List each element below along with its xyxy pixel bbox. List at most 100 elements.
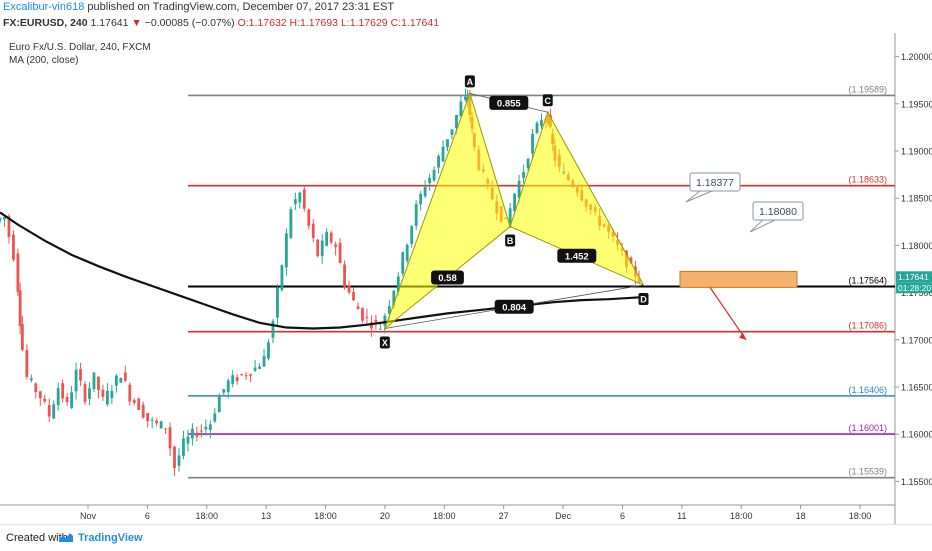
- ratio-label-bg: [431, 270, 464, 285]
- candle-body: [508, 208, 512, 227]
- candle-body: [7, 216, 11, 237]
- y-tick-label: 1.20000: [901, 52, 932, 62]
- candle-body: [289, 209, 293, 238]
- point-label-bg: [505, 234, 516, 247]
- ratio-label: 0.855: [497, 98, 521, 109]
- candle-body: [16, 253, 20, 292]
- candle-body: [432, 169, 436, 181]
- level-label: (1.17086): [848, 321, 887, 331]
- candle-body: [629, 257, 633, 264]
- callout-label: 1.18377: [696, 177, 734, 189]
- projection-arrow-head: [739, 332, 746, 340]
- candle-body: [370, 322, 373, 329]
- candle-body: [338, 242, 342, 263]
- candle-body: [298, 192, 302, 203]
- x-tick-label: 18: [796, 511, 806, 521]
- candle-body: [222, 389, 226, 393]
- candle-body: [177, 455, 181, 466]
- candle-body: [132, 400, 136, 403]
- level-label: (1.15539): [848, 467, 887, 477]
- candle-body: [405, 244, 409, 261]
- candle-body: [52, 404, 56, 419]
- level-label: (1.17564): [848, 276, 887, 286]
- candle-body: [392, 290, 396, 307]
- candle-body: [217, 396, 221, 413]
- candle-body: [182, 438, 185, 456]
- candle-body: [325, 231, 329, 246]
- y-tick-label: 1.19000: [901, 147, 932, 157]
- candle-body: [231, 375, 235, 384]
- y-tick-label: 1.18500: [901, 194, 932, 204]
- candle-body: [137, 398, 141, 410]
- candle-body: [155, 420, 159, 424]
- candle-body: [428, 177, 431, 184]
- candle-body: [199, 430, 203, 432]
- candle-body: [378, 328, 382, 330]
- level-label: (1.16406): [848, 385, 887, 395]
- low-value: L:1.17629: [340, 17, 388, 29]
- candle-body: [423, 186, 427, 197]
- point-label: C: [544, 96, 551, 106]
- point-label: A: [467, 77, 474, 87]
- candle-body: [343, 264, 346, 288]
- author-link[interactable]: Excalibur-vin618: [3, 1, 85, 13]
- candle-body: [123, 372, 127, 381]
- symbol-label: FX:EURUSD, 240: [3, 17, 88, 29]
- candle-body: [522, 172, 525, 178]
- open-value: O:1.17632: [237, 17, 287, 29]
- candle-body: [365, 316, 369, 318]
- candle-body: [106, 390, 109, 405]
- price-change: −0.00085 (−0.07%): [144, 17, 235, 29]
- candle-body: [513, 193, 517, 212]
- x-tick-label: 18:00: [314, 511, 337, 521]
- candle-body: [12, 234, 15, 260]
- level-label: (1.16001): [848, 423, 887, 433]
- x-tick-label: 18:00: [849, 511, 872, 521]
- candle-body: [455, 115, 458, 128]
- price-chart[interactable]: Euro Fx/U.S. Dollar, 240, FXCM MA (200, c…: [0, 0, 932, 524]
- x-tick-label: 20: [380, 511, 390, 521]
- candle-body: [253, 367, 257, 371]
- publish-info: published on TradingView.com, December 0…: [87, 1, 395, 13]
- countdown-tag: [896, 282, 932, 294]
- candle-body: [79, 369, 82, 381]
- candle-body: [540, 120, 543, 126]
- tradingview-logo-icon: [59, 533, 73, 542]
- candle-body: [361, 308, 364, 321]
- publish-line: Excalibur-vin618 published on TradingVie…: [3, 1, 394, 13]
- candle-body: [302, 189, 306, 209]
- target-zone: [679, 270, 798, 288]
- candle-body: [226, 380, 230, 393]
- last-price: 1.17641: [90, 17, 129, 29]
- x-tick-label: 18:00: [730, 511, 753, 521]
- point-label: B: [507, 236, 514, 246]
- footer: Created with TradingView: [0, 524, 932, 551]
- candle-body: [293, 199, 297, 205]
- candle-body: [168, 427, 172, 449]
- candle-body: [208, 424, 212, 430]
- point-label-bg: [638, 293, 649, 306]
- candle-body: [38, 391, 42, 399]
- candle-body: [535, 122, 539, 133]
- callout-box: [689, 172, 741, 192]
- candle-body: [401, 252, 405, 274]
- candle-body: [383, 315, 387, 326]
- candle-body: [0, 218, 2, 221]
- candle-body: [410, 226, 414, 244]
- tradingview-brand[interactable]: TradingView: [78, 532, 143, 544]
- point-label-bg: [464, 75, 475, 88]
- candle-body: [191, 428, 194, 439]
- candle-body: [88, 388, 91, 399]
- candle-body: [65, 396, 69, 403]
- candle-body: [83, 384, 87, 402]
- point-label: D: [640, 295, 647, 305]
- candle-body: [146, 413, 150, 422]
- candle-body: [141, 404, 145, 418]
- candle-body: [526, 158, 530, 169]
- candle-body: [213, 413, 217, 422]
- callout-label: 1.18080: [759, 206, 797, 218]
- candle-body: [101, 389, 105, 397]
- point-label: X: [382, 338, 388, 348]
- candle-body: [356, 306, 360, 310]
- candle-body: [18, 290, 22, 327]
